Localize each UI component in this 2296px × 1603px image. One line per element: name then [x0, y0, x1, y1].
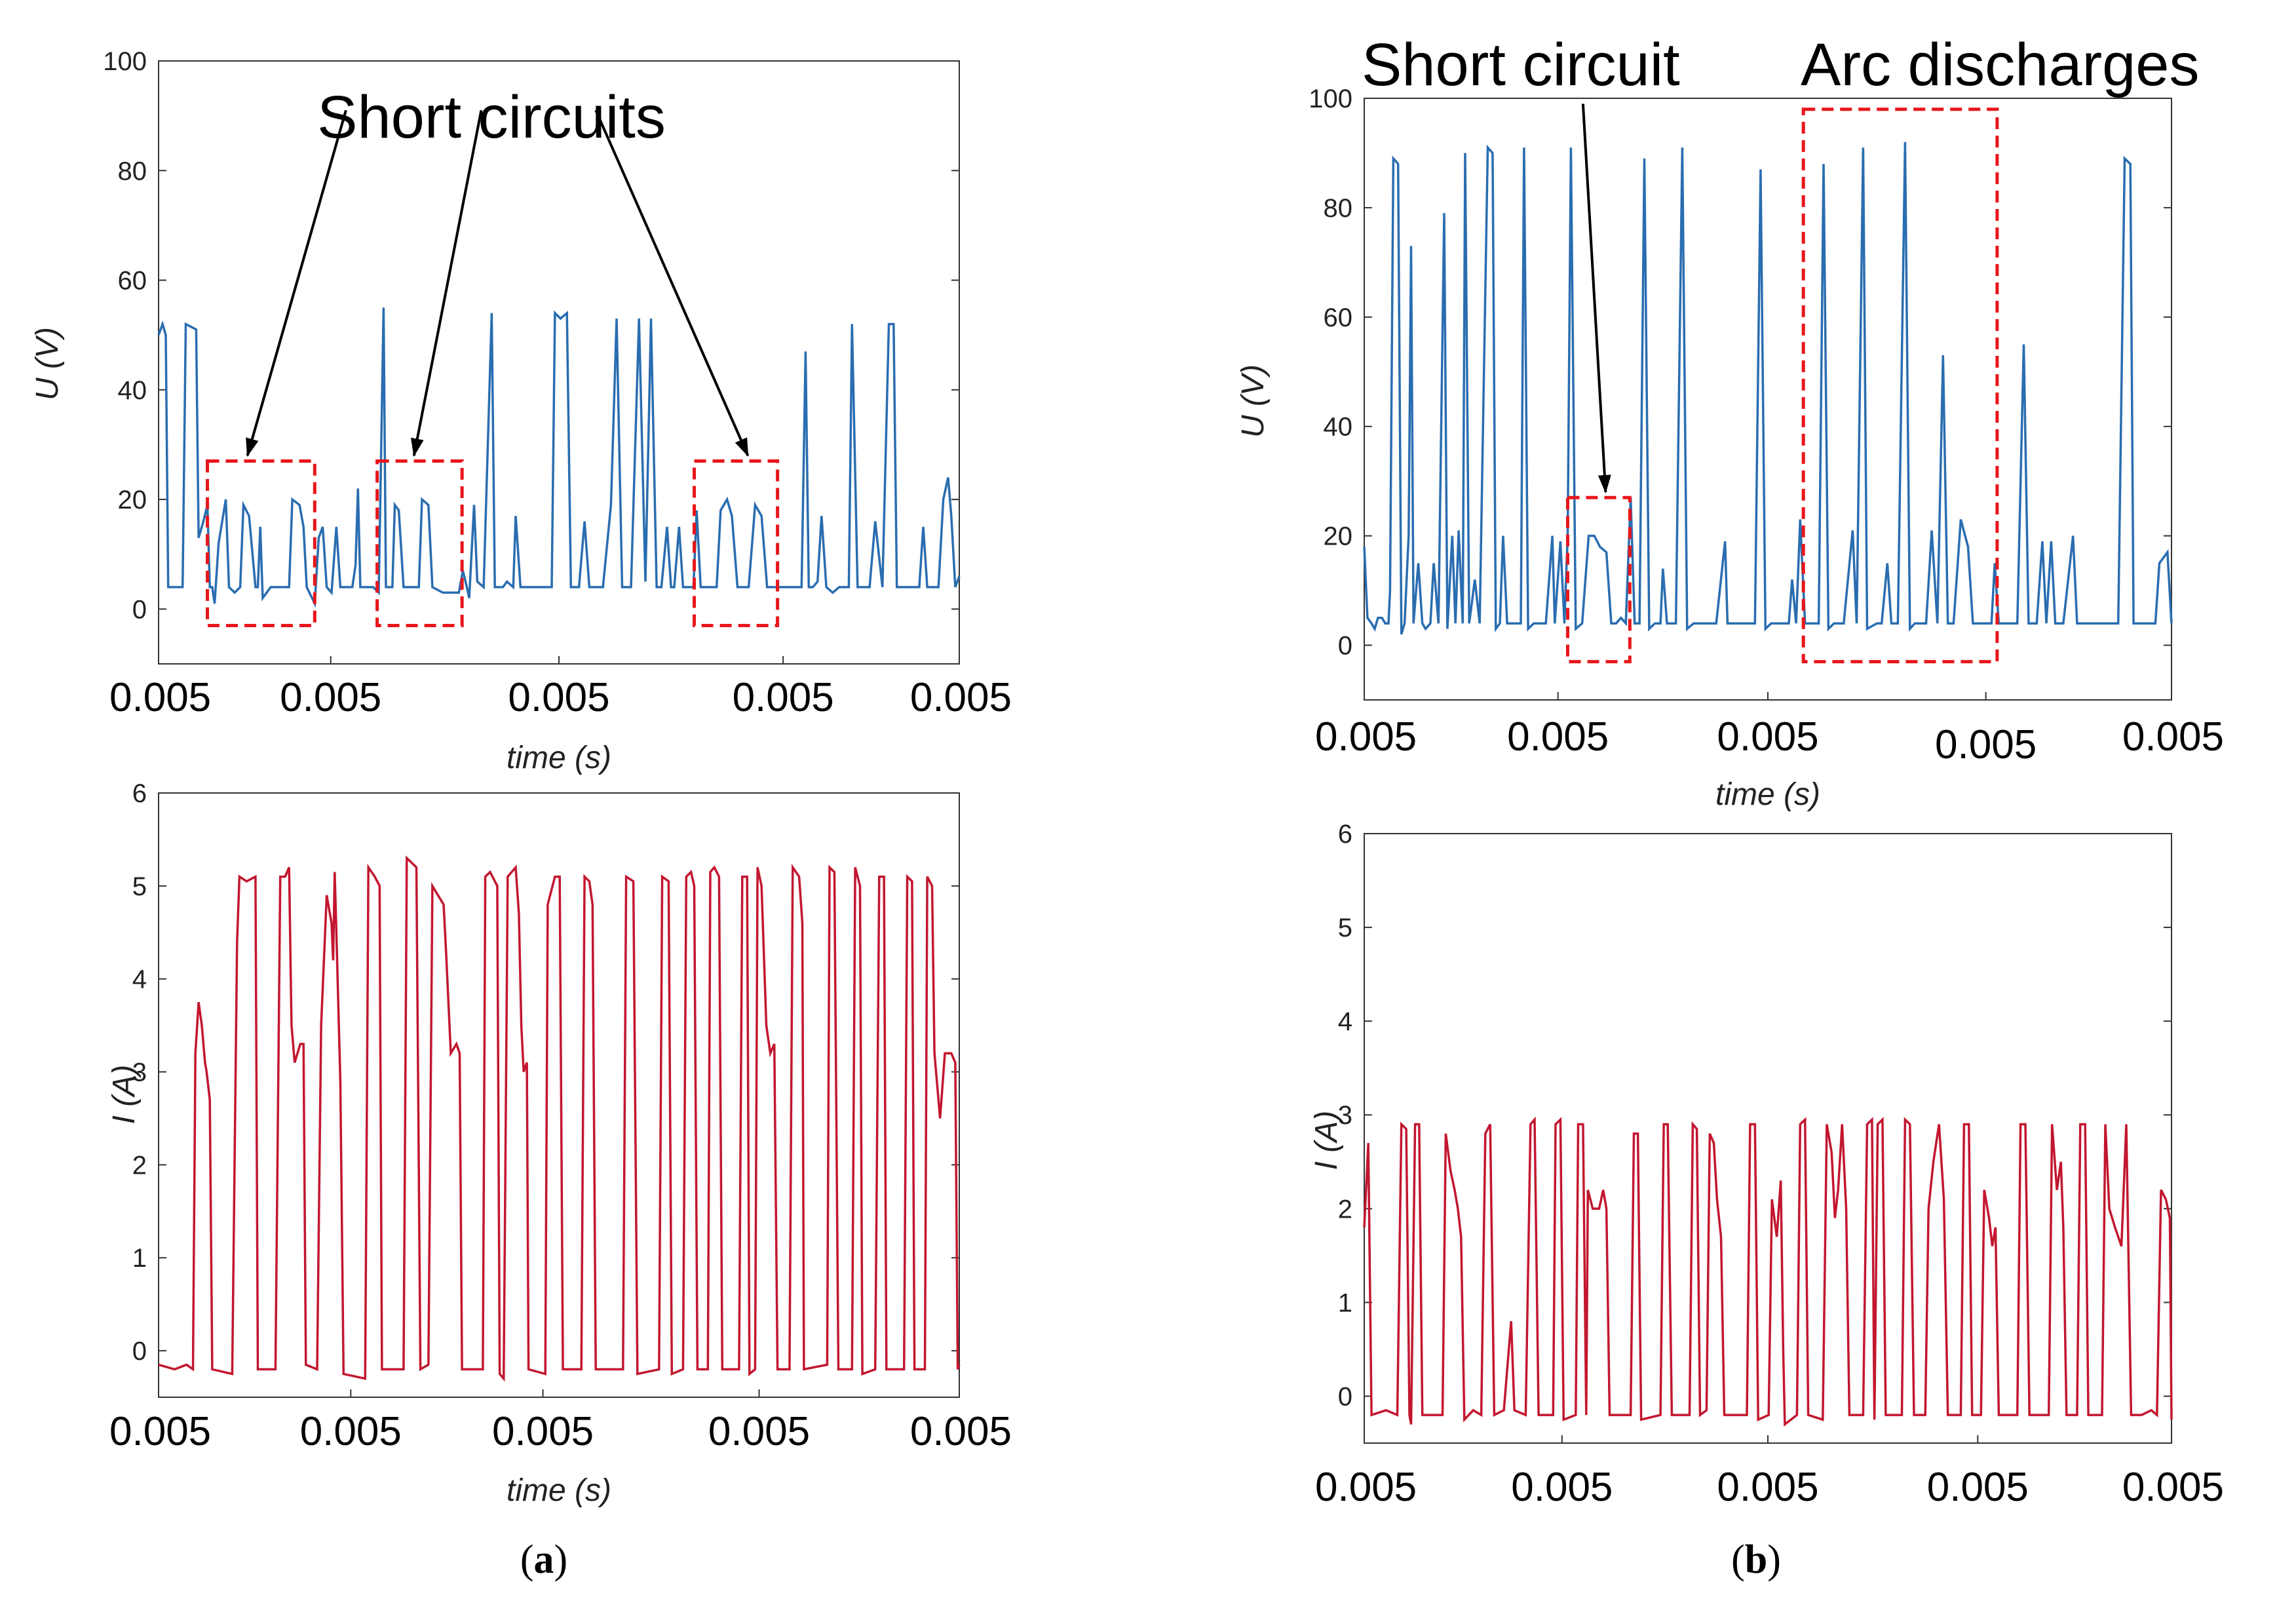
- voltage-series-line: [1363, 142, 2173, 635]
- y-axis-label: I (A): [1309, 1111, 1344, 1170]
- x-ticks: 0.005 0.005 0.005 0.005 0.005: [109, 656, 1012, 720]
- annotation-arc-discharges: Arc discharges: [1801, 31, 2199, 98]
- x-ticks: 0.005 0.005 0.005 0.005 0.005: [1315, 1435, 2224, 1510]
- voltage-series-line: [157, 307, 961, 608]
- y-tick-label: 60: [118, 267, 147, 296]
- highlight-box: [206, 459, 316, 627]
- annotation-arrow: [594, 109, 750, 457]
- highlight-boxes: [206, 459, 780, 627]
- annotation-arrows: [246, 109, 750, 457]
- panel-label-b: (b): [1731, 1537, 1781, 1582]
- annotation-arrow: [246, 109, 347, 457]
- y-axis-label: U (V): [30, 327, 65, 400]
- x-tick-label: 0.005: [1717, 1465, 1818, 1510]
- y-tick-label: 100: [103, 47, 147, 76]
- y-tick-label: 0: [132, 1337, 147, 1366]
- y-tick-label: 3: [132, 1058, 147, 1087]
- annotation-arrows: [1581, 104, 1611, 493]
- y-tick-label: 5: [1338, 914, 1352, 942]
- y-ticks: 0 1 2 3 4 5 6: [132, 779, 959, 1366]
- y-tick-label: 6: [1338, 820, 1352, 849]
- y-tick-label: 2: [1338, 1195, 1352, 1224]
- y-ticks: 0 1 2 3 4 5 6: [1338, 820, 2172, 1411]
- x-tick-label: 0.005: [300, 1409, 402, 1454]
- x-tick-label: 0.005: [1927, 1465, 2029, 1510]
- x-tick-label: 0.005: [1717, 714, 1818, 760]
- y-tick-label: 60: [1324, 303, 1353, 332]
- y-tick-label: 2: [132, 1151, 147, 1180]
- annotation-short-circuit: Short circuit: [1362, 31, 1680, 98]
- x-tick-label: 0.005: [109, 675, 211, 720]
- current-series-line: [1363, 1116, 2173, 1427]
- y-ticks: 0 20 40 60 80 100: [103, 47, 959, 624]
- annotation-short-circuits: Short circuits: [317, 84, 666, 151]
- highlight-box: [1801, 107, 1999, 664]
- x-tick-label: 0.005: [2122, 1465, 2224, 1510]
- y-tick-label: 80: [1324, 194, 1353, 223]
- annotation-arrow: [1581, 104, 1611, 493]
- x-tick-label: 0.005: [910, 675, 1012, 720]
- chart-b-voltage: 0 20 40 60 80 100 0.005 0.005 0.005 0.005 0.005 U…: [1236, 31, 2224, 812]
- y-tick-label: 0: [132, 595, 147, 624]
- x-tick-label: 0.005: [508, 675, 609, 720]
- y-tick-label: 100: [1309, 85, 1352, 113]
- x-tick-label: 0.005: [733, 675, 834, 720]
- x-tick-label: 0.005: [1315, 1465, 1417, 1510]
- x-ticks: 0.005 0.005 0.005 0.005 0.005: [1315, 692, 2224, 767]
- y-tick-label: 1: [1338, 1288, 1352, 1317]
- y-tick-label: 5: [132, 872, 147, 901]
- highlight-boxes: [1565, 107, 1999, 664]
- x-tick-label: 0.005: [708, 1409, 810, 1454]
- panel-label-a: (a): [520, 1537, 567, 1582]
- chart-b-current: 0 1 2 3 4 5 6 0.005 0.005 0.005 0.005 0.005 I (A): [1309, 820, 2224, 1510]
- y-tick-label: 80: [118, 157, 147, 185]
- y-tick-label: 20: [1324, 522, 1353, 551]
- highlight-box: [375, 459, 464, 627]
- y-tick-label: 40: [118, 376, 147, 405]
- x-tick-label: 0.005: [280, 675, 381, 720]
- y-tick-label: 3: [1338, 1101, 1352, 1130]
- y-tick-label: 4: [132, 965, 147, 994]
- x-tick-label: 0.005: [910, 1409, 1012, 1454]
- y-tick-label: 20: [118, 486, 147, 514]
- x-tick-label: 0.005: [1315, 714, 1417, 760]
- x-tick-label: 0.005: [1935, 722, 2037, 767]
- plot-frame: [158, 60, 960, 665]
- annotation-arrow: [410, 109, 483, 457]
- x-axis-label: time (s): [507, 741, 611, 775]
- y-tick-label: 4: [1338, 1007, 1352, 1036]
- x-axis-label: time (s): [1715, 777, 1820, 812]
- plot-frame: [1364, 98, 2172, 701]
- highlight-box: [1565, 495, 1632, 664]
- y-ticks: 0 20 40 60 80 100: [1309, 85, 2172, 661]
- y-tick-label: 6: [132, 779, 147, 808]
- x-ticks: 0.005 0.005 0.005 0.005 0.005: [109, 1389, 1012, 1454]
- y-axis-label: I (A): [107, 1065, 142, 1125]
- y-tick-label: 0: [1338, 632, 1352, 661]
- x-tick-label: 0.005: [492, 1409, 594, 1454]
- chart-a-voltage: 0 20 40 60 80 100 0.005 0.005 0.005 0.005 0.005 U…: [30, 47, 1012, 775]
- x-tick-label: 0.005: [1507, 714, 1609, 760]
- plot-frame: [158, 792, 960, 1398]
- y-tick-label: 0: [1338, 1382, 1352, 1411]
- y-tick-label: 40: [1324, 413, 1353, 442]
- x-tick-label: 0.005: [1511, 1465, 1613, 1510]
- x-axis-label: time (s): [507, 1473, 611, 1508]
- x-tick-label: 0.005: [109, 1409, 211, 1454]
- x-tick-label: 0.005: [2122, 714, 2224, 760]
- y-tick-label: 1: [132, 1244, 147, 1273]
- highlight-box: [693, 459, 780, 627]
- y-axis-label: U (V): [1236, 364, 1271, 438]
- current-series-line: [158, 855, 961, 1382]
